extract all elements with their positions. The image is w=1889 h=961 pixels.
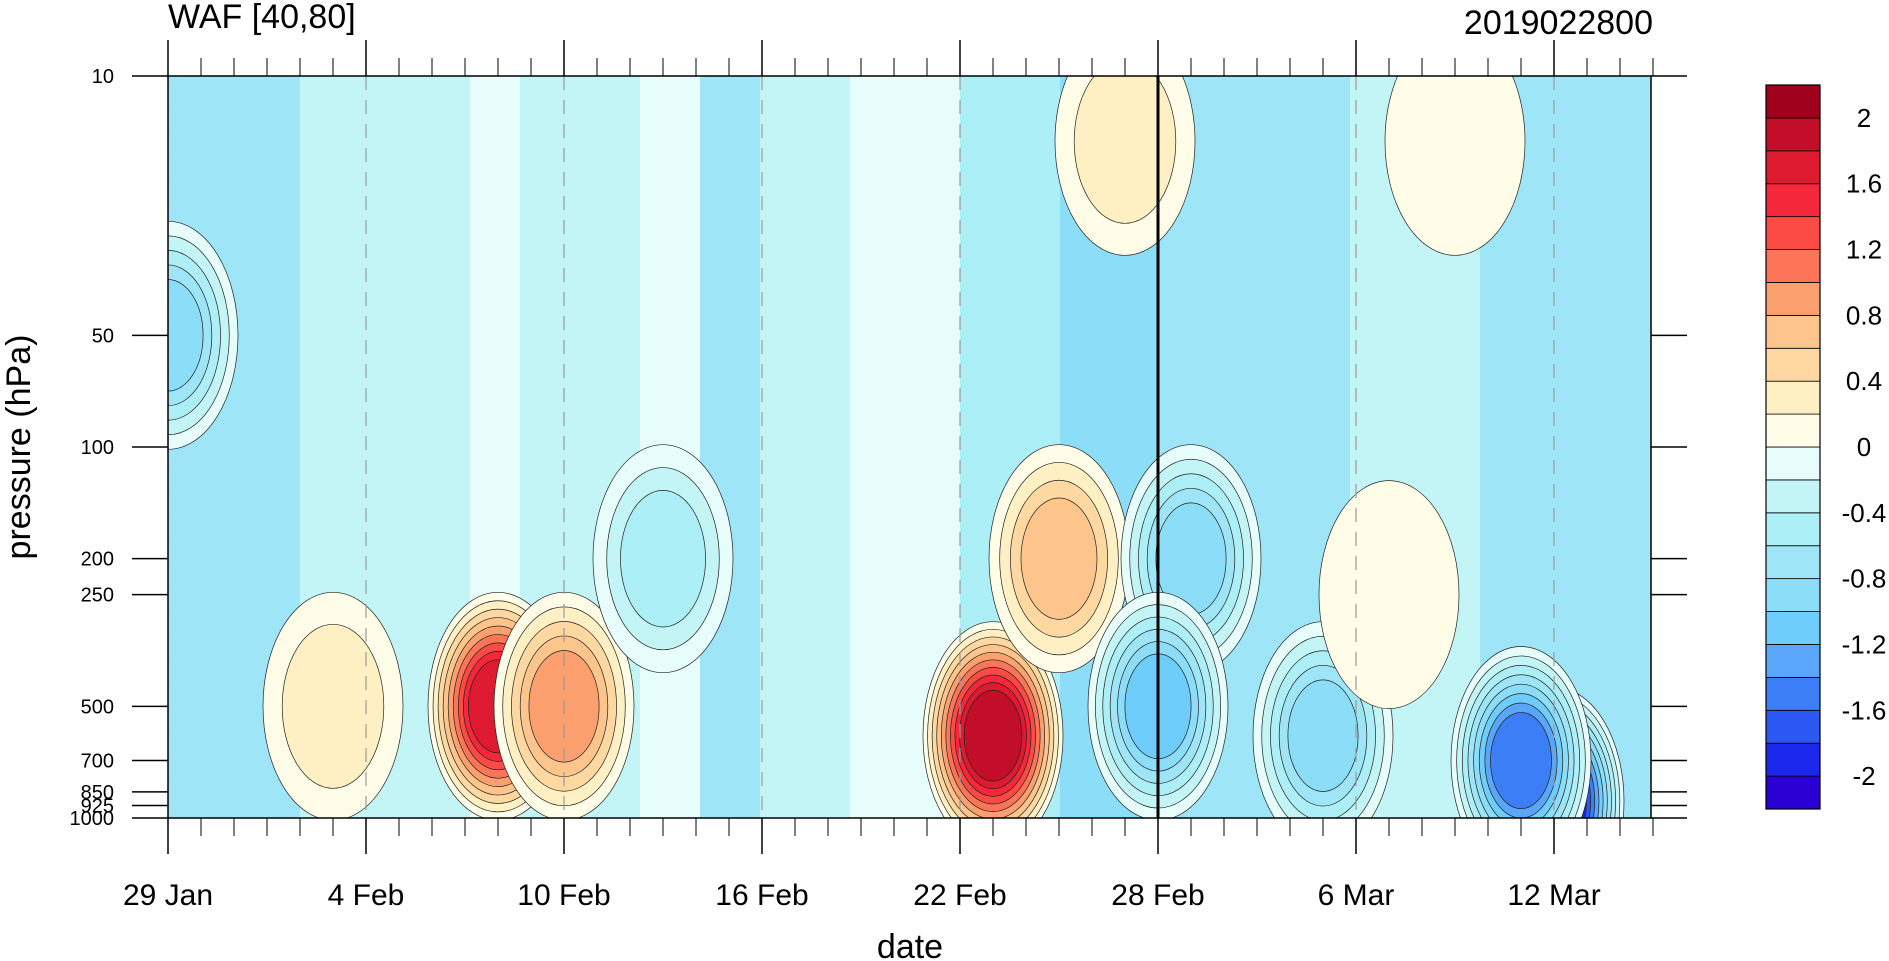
contour-level [963,689,1023,782]
chart-timestamp: 2019022800 [1464,4,1653,42]
colorbar-label: 1.6 [1846,169,1882,199]
anomaly-center [922,621,1064,818]
colorbar-label: -1.2 [1842,629,1887,659]
y-tick-label: 1000 [70,808,115,830]
field-band [760,76,850,818]
x-tick-label: 12 Mar [1507,879,1600,912]
colorbar-swatch [1765,676,1821,711]
colorbar-label: -0.8 [1842,564,1887,594]
y-tick-label: 925 [81,795,114,817]
colorbar-swatch [1765,479,1821,514]
contour-level [1073,76,1177,224]
y-tick-label: 10 [92,66,114,88]
colorbar-swatch [1765,150,1821,185]
colorbar-label: 1.2 [1846,235,1882,265]
contour-level [1384,76,1526,256]
colorbar-label: 0 [1857,432,1871,462]
colorbar-swatch [1765,775,1821,810]
contour-level [1318,480,1460,709]
y-tick-label: 250 [81,585,114,607]
colorbar-swatch [1765,578,1821,612]
x-tick-label: 29 Jan [123,879,213,912]
colorbar-frame [1765,84,1821,810]
y-tick-label: 500 [81,696,114,718]
colorbar-swatch [1765,216,1821,250]
colorbar-swatch [1765,282,1821,316]
anomaly-center [1054,76,1196,256]
colorbar-swatch [1765,446,1821,481]
colorbar-swatch [1765,84,1821,119]
colorbar-swatch [1765,512,1821,547]
field-band [700,76,760,818]
x-tick-label: 6 Mar [1318,879,1395,912]
colorbar-label: -1.6 [1842,695,1887,725]
colorbar-swatch [1765,380,1821,415]
x-tick-label: 10 Feb [517,879,610,912]
x-tick-label: 22 Feb [913,879,1006,912]
colorbar-swatch [1765,644,1821,678]
anomaly-center [1384,76,1526,256]
contour-level [1020,497,1098,620]
anomaly-center [168,221,239,450]
y-axis-label: pressure (hPa) [0,335,38,560]
y-tick-label: 200 [81,549,114,571]
contour-level [168,279,204,392]
y-tick-label: 100 [81,437,114,459]
contour-level [1287,679,1359,792]
colorbar-swatch [1765,545,1821,580]
plot-area [167,75,1652,819]
x-tick-label: 4 Feb [328,879,405,912]
y-tick-label: 700 [81,751,114,773]
colorbar-swatch [1765,249,1821,283]
colorbar-swatch [1765,183,1821,218]
colorbar-swatch [1765,742,1821,777]
chart-title: WAF [40,80] [168,0,356,36]
colorbar-swatch [1765,117,1821,152]
x-tick-label: 16 Feb [715,879,808,912]
colorbar-swatch [1765,347,1821,382]
anomaly-center [988,444,1130,674]
colorbar-swatch [1765,611,1821,645]
colorbar [1765,84,1821,810]
colorbar-label: -0.4 [1842,498,1887,528]
x-axis-label: date [877,928,943,961]
contour-level [620,490,706,628]
anomaly-center [1318,480,1460,709]
x-tick-label: 28 Feb [1111,879,1204,912]
anomaly-center [262,592,404,818]
anomaly-center [592,444,734,674]
colorbar-label: -2 [1852,761,1875,791]
contour-level [281,623,385,789]
contour-level [1490,712,1552,809]
y-tick-label: 850 [81,782,114,804]
anomaly-center [1450,646,1592,818]
y-tick-label: 50 [92,325,114,347]
colorbar-swatch [1765,314,1821,349]
colorbar-label: 2 [1857,103,1871,133]
colorbar-label: 0.4 [1846,366,1882,396]
colorbar-swatch [1765,709,1821,744]
colorbar-swatch [1765,413,1821,448]
colorbar-label: 0.8 [1846,300,1882,330]
